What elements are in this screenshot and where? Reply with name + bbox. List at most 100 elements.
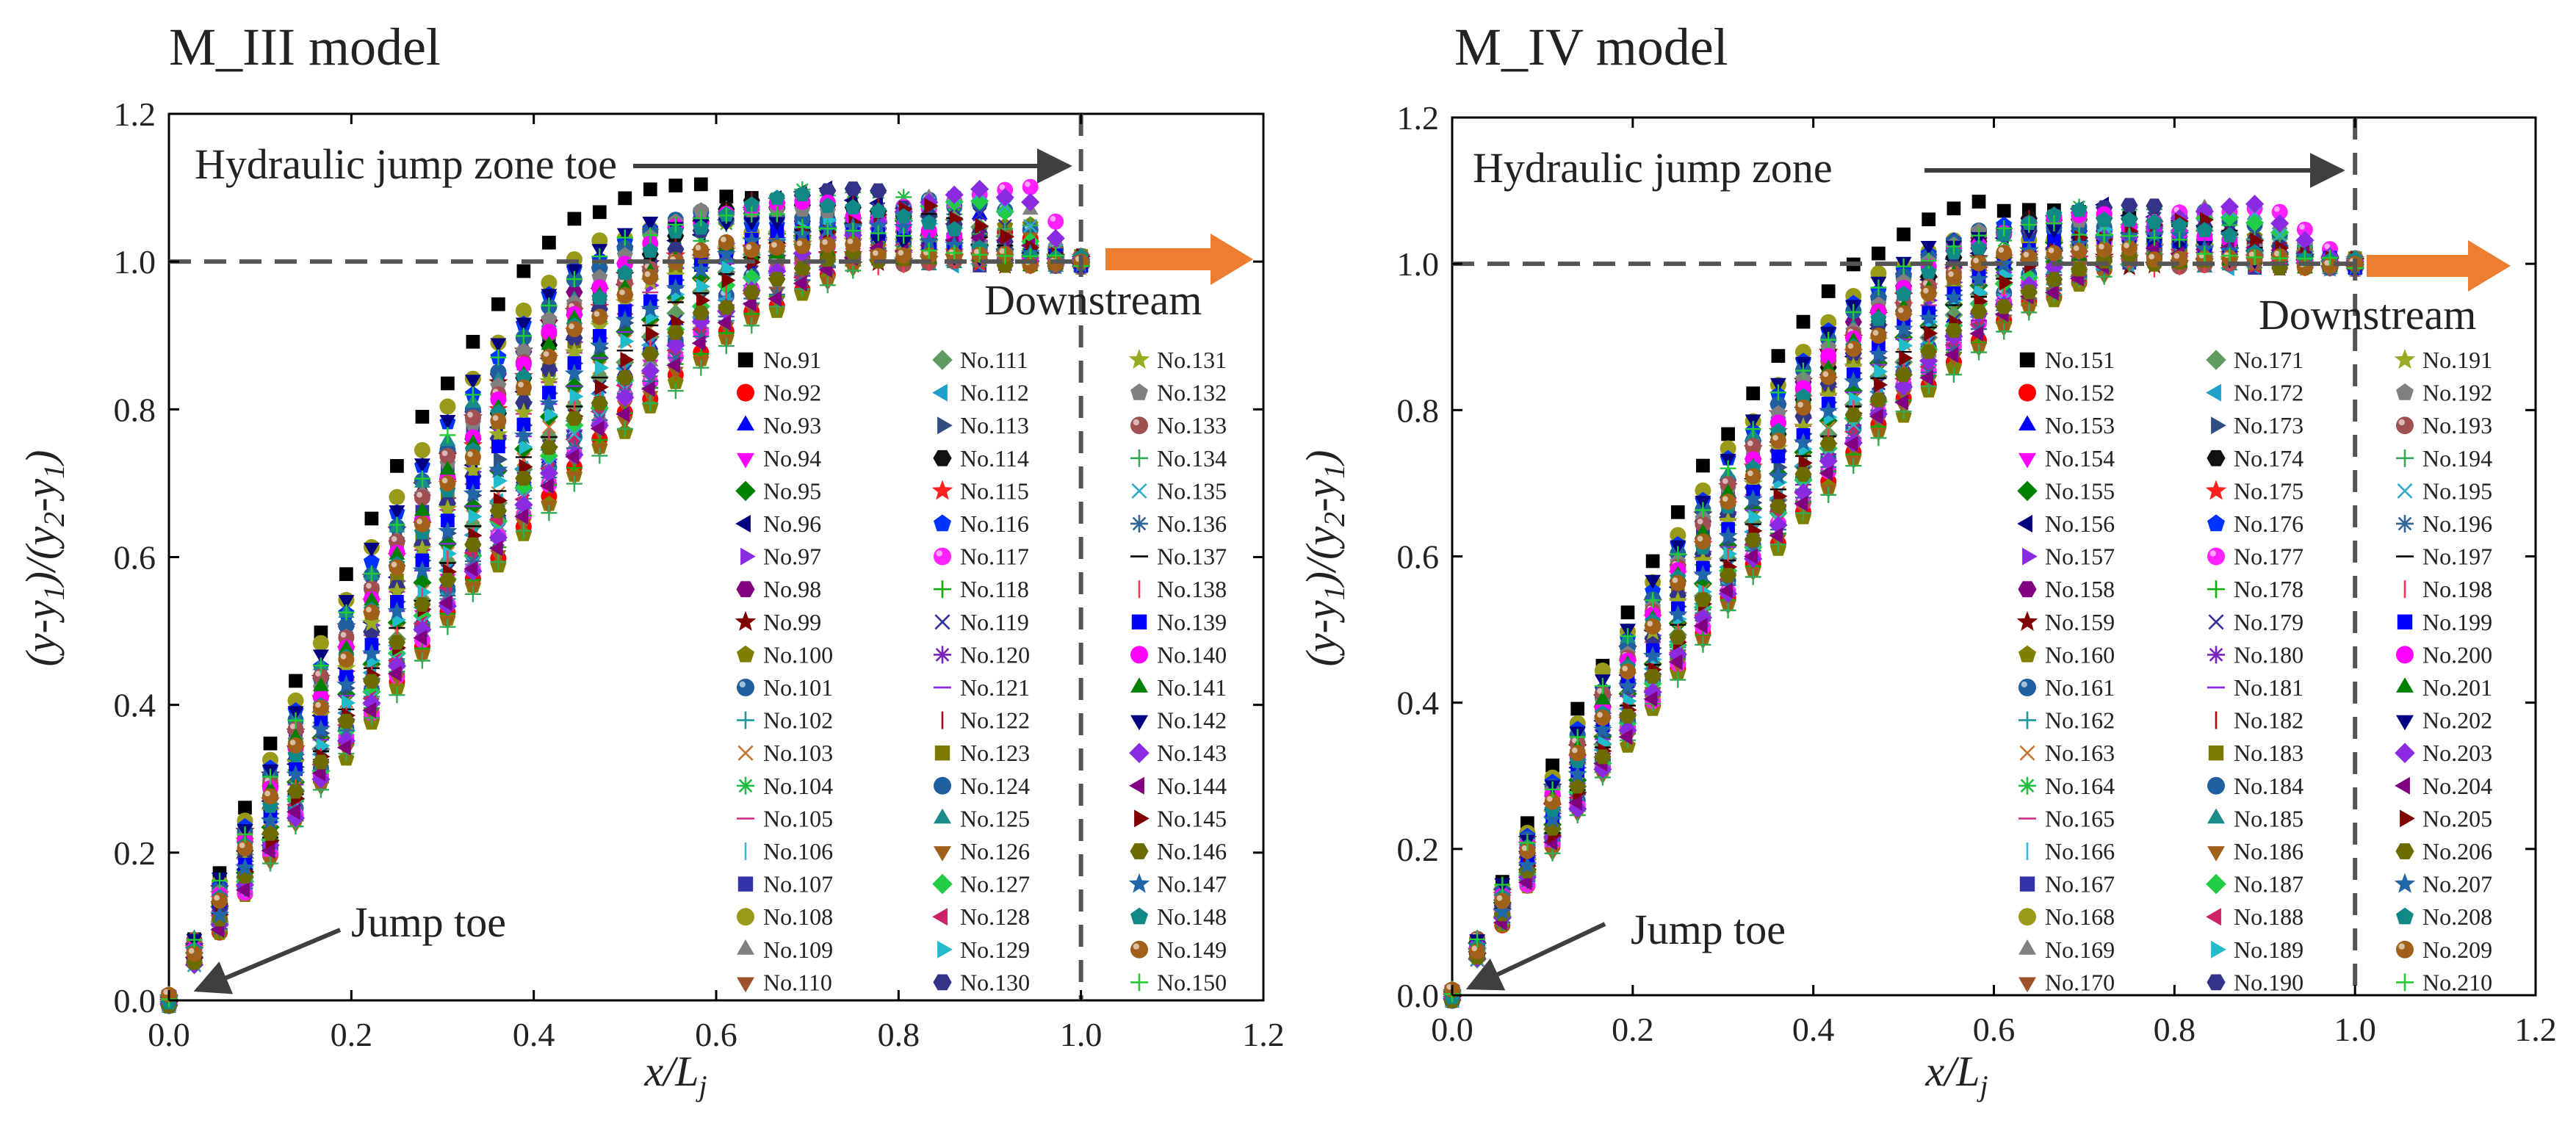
legend-marker	[1130, 383, 1148, 400]
legend-marker	[737, 745, 754, 761]
legend-label: No.146	[1157, 838, 1227, 864]
data-point	[768, 189, 785, 206]
legend-item: No.107	[737, 871, 833, 898]
legend-marker	[2207, 776, 2225, 795]
data-point	[1996, 245, 2013, 261]
legend-label: No.162	[2045, 707, 2115, 734]
legend-marker	[934, 580, 951, 599]
legend-label: No.128	[960, 903, 1030, 930]
legend-item: No.128	[932, 903, 1030, 930]
legend-label: No.129	[960, 936, 1030, 963]
legend-item: No.193	[2396, 412, 2492, 438]
legend-marker	[2019, 745, 2035, 761]
legend-marker	[2018, 645, 2036, 663]
annotation-downstream: Downstream	[984, 276, 1202, 324]
legend-item: No.184	[2207, 773, 2303, 799]
legend-marker	[2207, 450, 2226, 466]
legend-marker	[737, 908, 754, 926]
legend-label: No.101	[763, 674, 833, 701]
legend-label: No.136	[1157, 510, 1227, 537]
data-point	[1945, 269, 1962, 285]
series-No-95	[159, 212, 1091, 1009]
data-point	[844, 181, 862, 197]
legend-marker	[737, 452, 754, 469]
legend-item: No.137	[1130, 544, 1227, 570]
data-point	[768, 239, 785, 256]
x-tick-label: 0.6	[695, 1016, 737, 1053]
legend-item: No.190	[2207, 969, 2303, 995]
legend-marker	[934, 846, 951, 862]
x-tick-label: 0.8	[2154, 1011, 2196, 1048]
legend-item: No.150	[1130, 969, 1227, 995]
data-point	[515, 379, 532, 396]
legend-item: No.112	[932, 380, 1029, 406]
legend-marker	[737, 711, 754, 729]
legend-marker	[1130, 843, 1149, 859]
legend-marker	[2211, 416, 2226, 435]
data-point	[1947, 201, 1961, 216]
legend-item: No.173	[2211, 412, 2303, 438]
data-point	[794, 186, 811, 202]
legend-label: No.192	[2422, 380, 2492, 406]
legend-item: No.92	[737, 380, 821, 406]
legend-label: No.180	[2234, 641, 2303, 668]
legend-label: No.114	[960, 445, 1029, 472]
y-tick-label: 1.2	[114, 95, 156, 133]
panel-m-iv: M_IV model 0.0 0.2 0.4 0.6 0.8 1.0 1.2 0.0 0.2 0.…	[1297, 18, 2557, 1102]
legend-label: No.193	[2422, 412, 2492, 438]
legend-label: No.117	[960, 544, 1029, 570]
data-point	[312, 635, 329, 651]
legend-label: No.107	[763, 871, 833, 898]
legend-item: No.160	[2018, 641, 2115, 668]
legend-marker	[2397, 483, 2413, 499]
legend-marker	[1130, 907, 1148, 925]
legend-item: No.191	[2394, 347, 2492, 373]
legend-label: No.95	[763, 477, 821, 504]
legend-marker	[2205, 480, 2227, 500]
data-point	[491, 439, 505, 454]
legend-marker	[932, 383, 948, 402]
legend-label: No.130	[960, 969, 1030, 995]
x-tick-label: 1.0	[2334, 1011, 2376, 1048]
legend-item: No.134	[1130, 445, 1227, 472]
legend-marker	[2017, 515, 2032, 533]
legend-item: No.109	[737, 936, 833, 963]
y-tick-label: 0.2	[1397, 831, 1440, 868]
legend-item: No.196	[2396, 510, 2492, 537]
y-label-part: )/(y	[17, 527, 65, 588]
legend-marker	[2206, 873, 2226, 895]
data-point	[870, 183, 887, 198]
data-point	[1645, 554, 1660, 568]
legend-label: No.169	[2045, 936, 2115, 963]
legend-marker	[1130, 940, 1148, 959]
data-point	[643, 182, 657, 197]
legend-marker	[737, 415, 754, 431]
legend-item: No.142	[1130, 707, 1227, 734]
legend-item: No.186	[2207, 838, 2303, 864]
y-label-part: )	[17, 450, 65, 466]
legend-item: No.141	[1130, 674, 1227, 701]
data-point	[2046, 245, 2063, 261]
legend-label: No.124	[960, 773, 1030, 799]
legend-item: No.105	[737, 805, 833, 831]
legend-label: No.93	[763, 412, 821, 438]
y-tick-label: 0.8	[114, 391, 156, 428]
legend-item: No.155	[2017, 477, 2115, 504]
x-tick-label: 0.8	[878, 1016, 920, 1053]
legend-label: No.150	[1157, 969, 1227, 995]
data-point	[212, 892, 228, 909]
data-point	[1721, 427, 1735, 441]
data-point	[618, 191, 632, 206]
data-layer	[159, 177, 1091, 1014]
legend-label: No.122	[960, 707, 1030, 734]
legend-label: No.194	[2422, 445, 2492, 472]
data-point	[262, 788, 278, 805]
x-tick-label: 1.2	[1242, 1016, 1285, 1053]
legend-item: No.94	[737, 445, 821, 472]
legend-item: No.144	[1129, 773, 1227, 799]
legend-label: No.141	[1157, 674, 1227, 701]
data-point	[719, 189, 734, 203]
legend-marker	[934, 646, 951, 664]
series-No-136	[161, 234, 1089, 1006]
